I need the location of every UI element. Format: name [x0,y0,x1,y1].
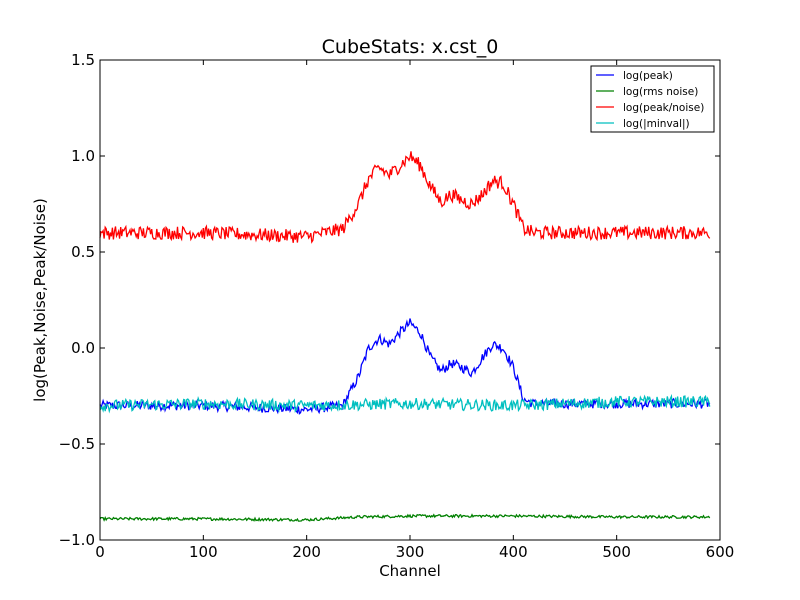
x-tick-label: 600 [706,543,735,561]
legend-label-3: log(|minval|) [623,118,690,130]
y-tick-label: 1.0 [71,147,95,165]
legend-label-0: log(peak) [623,70,673,82]
legend-label-2: log(peak/noise) [623,102,704,114]
chart-title: CubeStats: x.cst_0 [322,36,499,58]
series-line-2 [99,151,711,244]
x-tick-label: 500 [602,543,631,561]
y-tick-label: 0.0 [71,339,95,357]
x-tick-label: 300 [396,543,425,561]
x-tick-label: 100 [189,543,218,561]
y-tick-label: −0.5 [59,435,95,453]
x-axis-title: Channel [379,562,441,580]
y-tick-label: −1.0 [59,531,95,549]
x-tick-label: 200 [292,543,321,561]
x-tick-label: 0 [95,543,105,561]
series-line-1 [99,513,711,522]
series-line-3 [99,393,711,414]
ticks-layer: 0 100 200 300 400 500 600 −1.0 −0.5 0.0 0.5 1.0 1.5 [59,51,735,561]
legend: log(peak) log(rms noise) log(peak/noise) lo… [590,65,715,133]
series-layer [99,151,711,522]
y-axis-title: log(Peak,Noise,Peak/Noise) [31,198,49,402]
y-tick-label: 0.5 [71,243,95,261]
x-tick-label: 400 [499,543,528,561]
y-tick-label: 1.5 [71,51,95,69]
legend-label-1: log(rms noise) [623,86,698,98]
legend-box [590,65,715,133]
